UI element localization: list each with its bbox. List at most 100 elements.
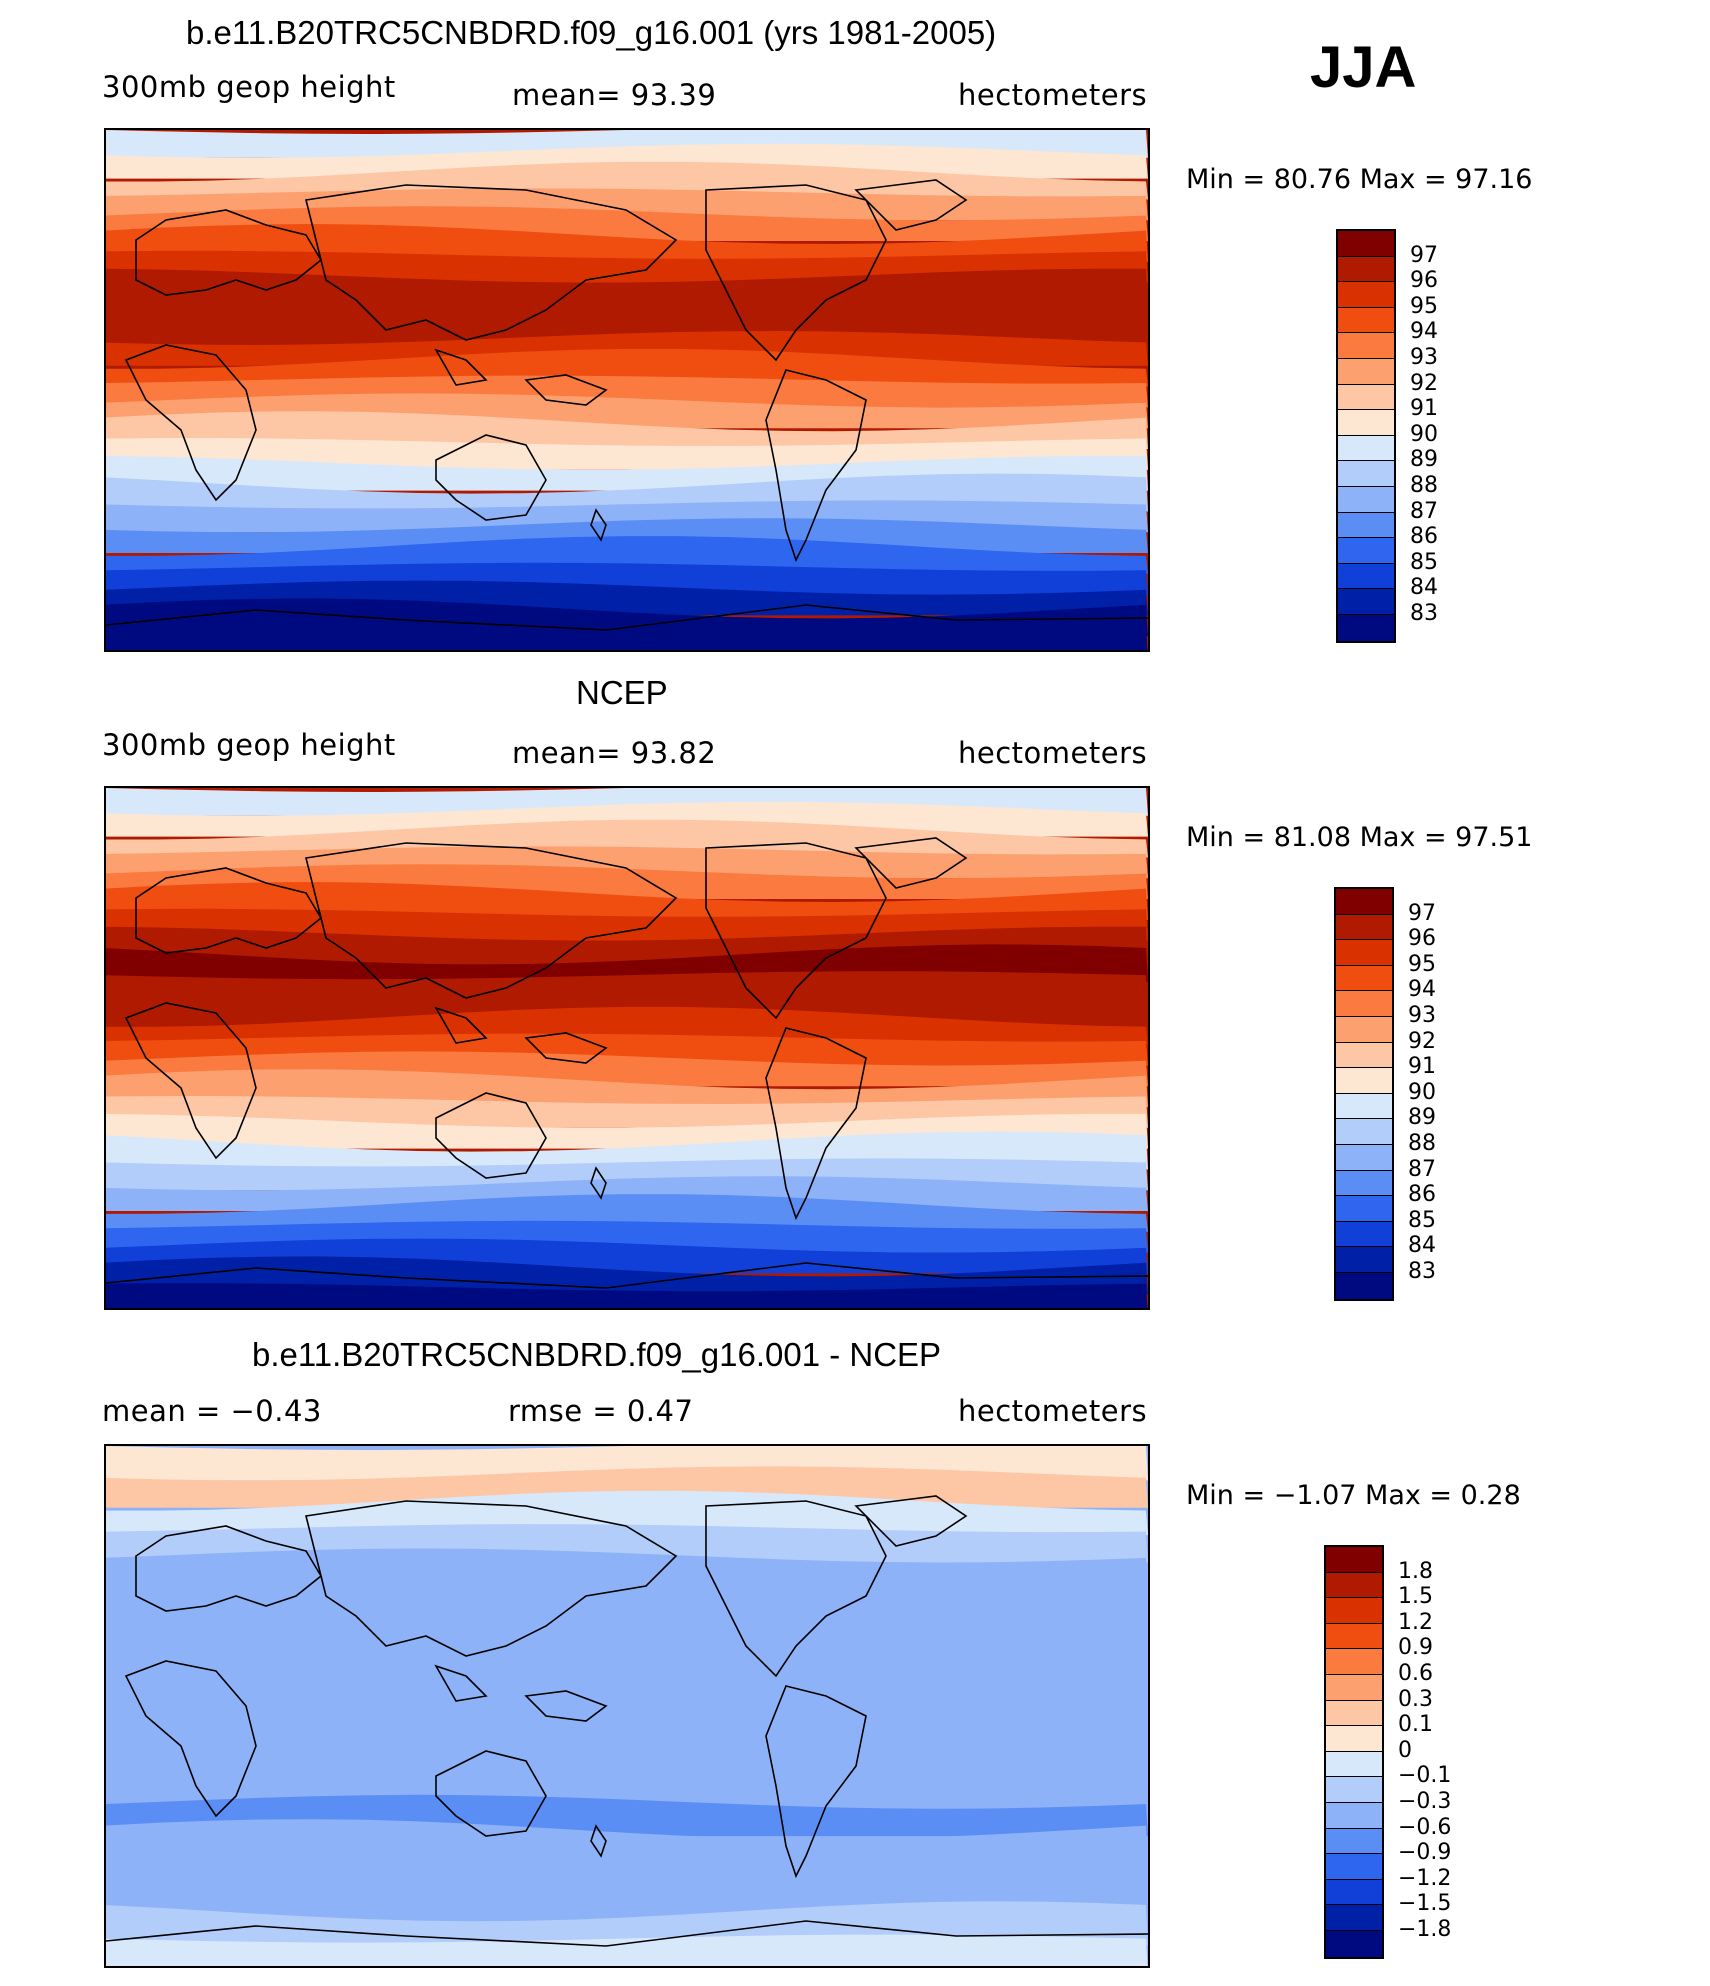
- coastline: [434, 1664, 488, 1702]
- coastline: [124, 344, 257, 502]
- panel-3-units-label: hectometers: [958, 1394, 1148, 1428]
- colorbar-segment: [1338, 486, 1394, 513]
- panel-3-colorbar: [1324, 1545, 1384, 1959]
- colorbar-segment: [1336, 1144, 1392, 1171]
- contour-band: [106, 1606, 1148, 1645]
- panel-3-mean-label: mean = −0.43: [102, 1394, 322, 1428]
- panel-2-map: [104, 786, 1150, 1310]
- colorbar-segment: [1338, 231, 1394, 257]
- panel-2-mean-label: mean= 93.82: [512, 736, 717, 770]
- colorbar-label: 88: [1410, 473, 1438, 498]
- coastline: [106, 604, 1148, 631]
- contour-band: [106, 536, 1148, 574]
- coastline: [435, 1092, 547, 1179]
- colorbar-label: 83: [1408, 1259, 1436, 1284]
- colorbar-label: 87: [1410, 498, 1438, 524]
- colorbar-segment: [1336, 1119, 1392, 1145]
- coastline: [106, 1262, 1148, 1289]
- contour-band: [106, 1712, 1148, 1755]
- colorbar-label: 94: [1408, 977, 1436, 1003]
- panel-1-mean-label: mean= 93.39: [512, 78, 717, 112]
- colorbar-segment: [1336, 991, 1392, 1017]
- colorbar-label: −1.5: [1398, 1891, 1452, 1917]
- coastline: [135, 867, 323, 954]
- colorbar-segment: [1326, 1726, 1382, 1752]
- contour-band: [106, 1737, 1148, 1782]
- panel-1-contour-field: [106, 130, 1148, 650]
- panel-3-map: [104, 1444, 1150, 1968]
- colorbar-label: −1.2: [1398, 1865, 1452, 1891]
- panel-3-title: b.e11.B20TRC5CNBDRD.f09_g16.001 - NCEP: [252, 1336, 942, 1373]
- colorbar-segment: [1336, 1170, 1392, 1197]
- coastline: [854, 837, 968, 889]
- colorbar-segment: [1326, 1751, 1382, 1778]
- season-label: JJA: [1310, 35, 1417, 100]
- coastline: [765, 369, 867, 563]
- panel-2-colorbar: [1334, 887, 1394, 1301]
- colorbar-segment: [1338, 410, 1394, 436]
- colorbar-segment: [1336, 940, 1392, 966]
- colorbar-segment: [1338, 384, 1394, 411]
- coastline: [106, 1920, 1148, 1947]
- contour-band: [106, 1069, 1148, 1107]
- coastline: [135, 1525, 323, 1612]
- colorbar-label: 89: [1408, 1105, 1436, 1131]
- colorbar-label: 1.2: [1398, 1609, 1433, 1635]
- contour-band: [106, 819, 1148, 858]
- coastline: [705, 184, 887, 362]
- colorbar-label: −0.3: [1398, 1789, 1452, 1814]
- coastline: [590, 1824, 607, 1858]
- panel-1-map: [104, 128, 1150, 652]
- colorbar-label: 1.8: [1398, 1558, 1433, 1584]
- colorbar-segment: [1336, 1272, 1392, 1299]
- colorbar-label: 1.5: [1398, 1584, 1433, 1610]
- colorbar-label: 93: [1408, 1003, 1436, 1028]
- contour-band: [106, 1819, 1148, 1864]
- colorbar-segment: [1336, 889, 1392, 915]
- colorbar-label: 90: [1408, 1079, 1436, 1105]
- colorbar-label: −1.8: [1398, 1917, 1452, 1942]
- panel-3-contour-field: [106, 1446, 1148, 1966]
- colorbar-label: 96: [1408, 926, 1436, 952]
- colorbar-segment: [1336, 1093, 1392, 1120]
- colorbar-label: 0.3: [1398, 1686, 1433, 1712]
- contour-band: [106, 625, 1148, 650]
- coastline: [124, 1002, 257, 1160]
- panel-1-variable-label: 300mb geop height: [102, 70, 396, 104]
- panel-1-colorbar: [1336, 229, 1396, 643]
- panel-3-minmax: Min = −1.07 Max = 0.28: [1186, 1480, 1521, 1511]
- colorbar-segment: [1336, 1247, 1392, 1273]
- contour-band: [106, 1256, 1148, 1295]
- contour-band: [106, 598, 1148, 637]
- panel-2-units-label: hectometers: [958, 736, 1148, 770]
- contour-band: [106, 1572, 1148, 1618]
- colorbar-label: 91: [1410, 396, 1438, 422]
- colorbar-label: 84: [1410, 575, 1438, 601]
- colorbar-segment: [1338, 461, 1394, 487]
- colorbar-label: 95: [1410, 293, 1438, 319]
- panel-2-title: NCEP: [576, 674, 668, 711]
- colorbar-segment: [1326, 1572, 1382, 1599]
- panel-2-minmax: Min = 81.08 Max = 97.51: [1186, 822, 1533, 853]
- coastline: [124, 1660, 257, 1818]
- colorbar-segment: [1326, 1598, 1382, 1624]
- colorbar-label: 0.1: [1398, 1712, 1433, 1738]
- contour-band: [106, 331, 1148, 366]
- colorbar-label: 86: [1408, 1182, 1436, 1208]
- colorbar-segment: [1326, 1854, 1382, 1880]
- colorbar-segment: [1326, 1623, 1382, 1650]
- colorbar-segment: [1336, 1221, 1392, 1248]
- coastline: [590, 508, 607, 542]
- coastline: [435, 1750, 547, 1837]
- coastline: [765, 1685, 867, 1879]
- colorbar-label: 92: [1410, 370, 1438, 396]
- coastline: [305, 842, 678, 999]
- colorbar-segment: [1326, 1930, 1382, 1957]
- colorbar-segment: [1326, 1828, 1382, 1855]
- panel-1-title: b.e11.B20TRC5CNBDRD.f09_g16.001 (yrs 198…: [186, 14, 997, 51]
- colorbar-label: 96: [1410, 268, 1438, 294]
- colorbar-segment: [1338, 358, 1394, 385]
- colorbar-segment: [1326, 1649, 1382, 1675]
- contour-band: [106, 1655, 1148, 1700]
- panel-2-contour-field: [106, 788, 1148, 1308]
